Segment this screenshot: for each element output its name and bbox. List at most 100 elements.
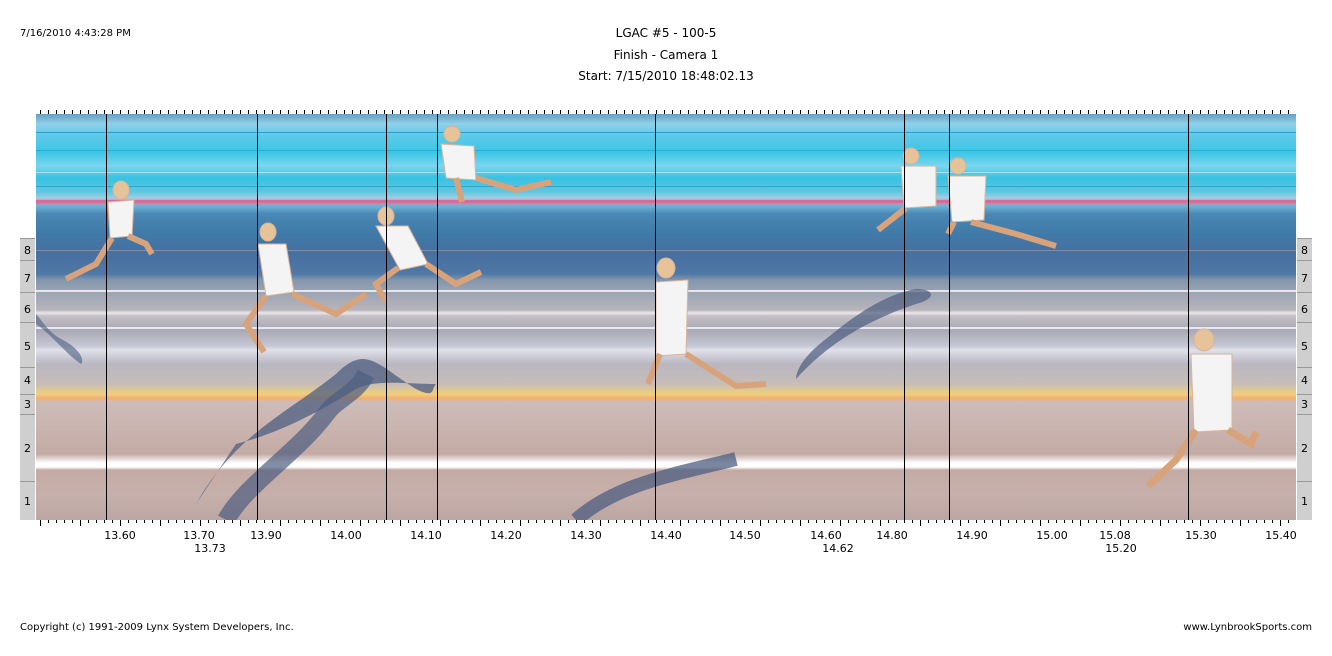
axis-tick-top: [432, 110, 433, 114]
time-label: 14.50: [729, 529, 761, 542]
axis-tick: [176, 520, 177, 523]
axis-tick-top: [904, 110, 905, 114]
axis-tick: [768, 520, 769, 523]
axis-tick: [288, 520, 289, 523]
axis-tick-top: [840, 110, 841, 114]
axis-tick-top: [320, 110, 321, 114]
axis-tick-top: [88, 110, 89, 114]
axis-tick-top: [832, 110, 833, 114]
axis-tick-top: [152, 110, 153, 114]
axis-tick: [336, 520, 337, 523]
event-title: LGAC #5 - 100-5: [615, 26, 717, 40]
axis-tick: [568, 520, 569, 523]
lane-label: 8: [24, 244, 31, 257]
time-line[interactable]: [949, 114, 950, 520]
axis-tick-top: [216, 110, 217, 114]
time-label: 14.00: [330, 529, 362, 542]
lane-label: 2: [1301, 442, 1308, 455]
time-line[interactable]: [386, 114, 387, 520]
axis-tick-top: [112, 110, 113, 114]
axis-tick: [400, 520, 401, 526]
lane-label: 1: [24, 495, 31, 508]
time-label: 15.30: [1185, 529, 1217, 542]
axis-tick-top: [696, 110, 697, 114]
axis-tick: [1224, 520, 1225, 523]
axis-tick: [440, 520, 441, 526]
axis-tick-top: [856, 110, 857, 114]
axis-tick-top: [1240, 110, 1241, 114]
time-label: 14.20: [490, 529, 522, 542]
axis-tick: [760, 520, 761, 526]
axis-tick-top: [984, 110, 985, 114]
time-label: 14.30: [570, 529, 602, 542]
axis-tick: [1096, 520, 1097, 523]
axis-tick: [1240, 520, 1241, 526]
time-line[interactable]: [655, 114, 656, 520]
axis-tick-top: [176, 110, 177, 114]
axis-tick-top: [496, 110, 497, 114]
axis-tick: [472, 520, 473, 523]
axis-tick-top: [392, 110, 393, 114]
axis-tick-top: [416, 110, 417, 114]
axis-tick-top: [1168, 110, 1169, 114]
axis-tick: [752, 520, 753, 523]
axis-tick-top: [104, 110, 105, 114]
axis-tick: [192, 520, 193, 523]
axis-tick: [1248, 520, 1249, 523]
time-line[interactable]: [106, 114, 107, 520]
axis-tick-top: [480, 110, 481, 114]
axis-tick-top: [1000, 110, 1001, 114]
time-line[interactable]: [257, 114, 258, 520]
axis-tick-top: [728, 110, 729, 114]
axis-tick: [824, 520, 825, 523]
axis-tick: [88, 520, 89, 523]
axis-tick-top: [192, 110, 193, 114]
axis-tick-top: [344, 110, 345, 114]
axis-tick-top: [1016, 110, 1017, 114]
axis-tick-top: [56, 110, 57, 114]
axis-tick: [1200, 520, 1201, 526]
axis-tick-top: [968, 110, 969, 114]
axis-tick: [208, 520, 209, 523]
axis-tick: [1264, 520, 1265, 523]
axis-tick-top: [456, 110, 457, 114]
axis-tick: [1128, 520, 1129, 523]
axis-tick-top: [1176, 110, 1177, 114]
time-line[interactable]: [1188, 114, 1189, 520]
axis-tick: [712, 520, 713, 523]
axis-tick: [864, 520, 865, 523]
axis-tick-top: [584, 110, 585, 114]
photo-finish-image[interactable]: [36, 114, 1296, 520]
axis-tick-top: [1088, 110, 1089, 114]
axis-tick: [1144, 520, 1145, 523]
axis-tick-top: [328, 110, 329, 114]
time-line[interactable]: [904, 114, 905, 520]
axis-tick: [1072, 520, 1073, 523]
axis-tick-top: [256, 110, 257, 114]
lane-label: 5: [1301, 340, 1308, 353]
axis-tick: [1208, 520, 1209, 523]
axis-tick: [344, 520, 345, 523]
axis-tick: [1064, 520, 1065, 523]
axis-tick: [584, 520, 585, 523]
lane-label: 8: [1301, 244, 1308, 257]
axis-tick-top: [1048, 110, 1049, 114]
axis-tick: [624, 520, 625, 523]
axis-tick: [632, 520, 633, 523]
axis-tick: [928, 520, 929, 523]
axis-tick-top: [1192, 110, 1193, 114]
axis-tick: [800, 520, 801, 526]
axis-tick: [728, 520, 729, 523]
axis-tick-top: [1152, 110, 1153, 114]
axis-tick: [128, 520, 129, 523]
axis-tick-top: [304, 110, 305, 114]
axis-tick: [136, 520, 137, 523]
time-line[interactable]: [437, 114, 438, 520]
axis-tick: [808, 520, 809, 523]
axis-tick: [200, 520, 201, 526]
axis-tick-top: [504, 110, 505, 114]
axis-tick-top: [96, 110, 97, 114]
axis-tick-top: [408, 110, 409, 114]
axis-tick-top: [760, 110, 761, 114]
axis-tick-top: [528, 110, 529, 114]
